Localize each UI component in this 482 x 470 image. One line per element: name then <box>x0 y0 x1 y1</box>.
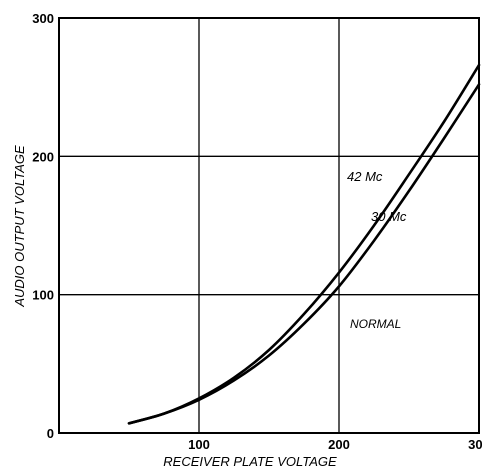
y-tick-label-100: 100 <box>32 288 54 303</box>
x-tick-label-200: 200 <box>328 437 350 452</box>
series-line-42-mc <box>127 63 481 425</box>
y-axis-label: AUDIO OUTPUT VOLTAGE <box>12 145 27 308</box>
series-label-30-mc: 30 Mc <box>371 209 407 224</box>
series-line-30-mc <box>127 83 481 425</box>
y-tick-label-300: 300 <box>32 11 54 26</box>
y-tick-label-0: 0 <box>47 426 54 441</box>
annotation-normal: NORMAL <box>350 317 401 331</box>
series-label-42-mc: 42 Mc <box>347 169 383 184</box>
x-tick-label-100: 100 <box>188 437 210 452</box>
x-axis-label: RECEIVER PLATE VOLTAGE <box>163 454 337 469</box>
plot-frame <box>58 17 480 434</box>
x-tick-label-300: 300 <box>468 437 482 452</box>
tick-labels: 100 200 300 0 100 200 300 <box>32 11 482 452</box>
grid <box>59 18 479 433</box>
y-tick-label-200: 200 <box>32 149 54 164</box>
series-labels: 42 Mc 30 Mc <box>347 169 407 224</box>
series-group <box>127 63 481 425</box>
